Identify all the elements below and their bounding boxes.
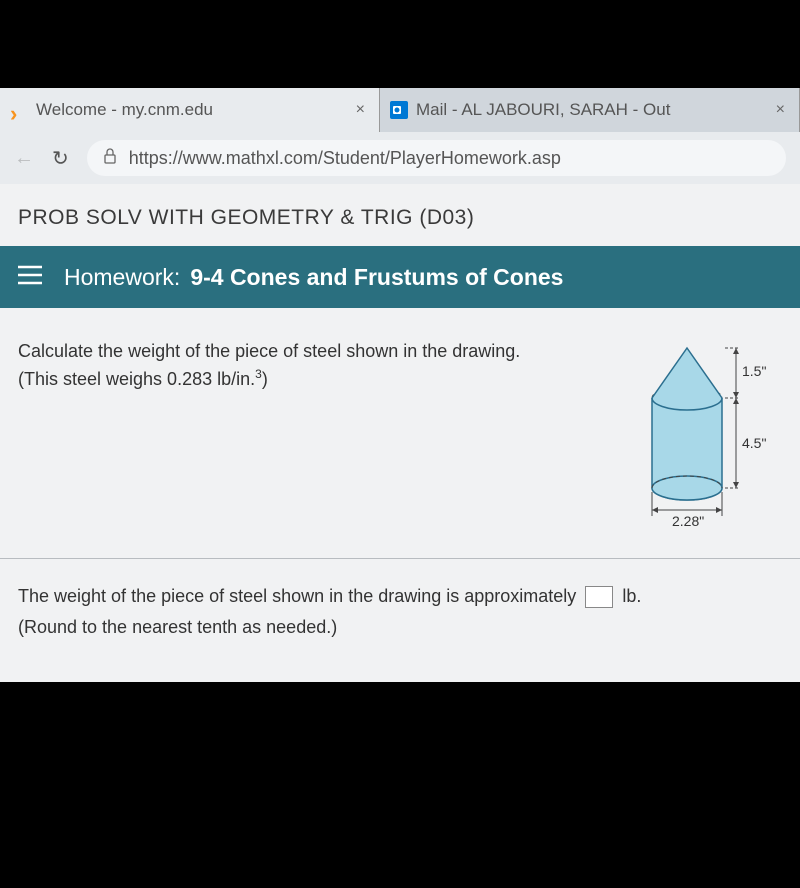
cyl-height-label: 4.5": [742, 435, 766, 451]
tab-mail[interactable]: Mail - AL JABOURI, SARAH - Out ×: [380, 88, 800, 132]
tab-welcome[interactable]: › Welcome - my.cnm.edu ×: [0, 88, 380, 132]
homework-label: Homework:: [64, 264, 180, 291]
lock-icon: [103, 148, 117, 169]
address-bar[interactable]: https://www.mathxl.com/Student/PlayerHom…: [87, 140, 786, 176]
breadcrumb[interactable]: PROB SOLV WITH GEOMETRY & TRIG (D03): [0, 184, 800, 246]
problem-text: Calculate the weight of the piece of ste…: [18, 338, 622, 528]
problem-area: Calculate the weight of the piece of ste…: [0, 308, 800, 548]
refresh-icon[interactable]: ↻: [52, 146, 69, 171]
answer-input[interactable]: [585, 586, 613, 608]
menu-icon[interactable]: [18, 264, 42, 291]
cone-height-label: 1.5": [742, 363, 766, 379]
steel-figure: 1.5" 4.5" 2.28": [632, 338, 782, 528]
answer-text: The weight of the piece of steel shown i…: [18, 586, 576, 606]
problem-line1: Calculate the weight of the piece of ste…: [18, 338, 622, 365]
problem-line2: (This steel weighs 0.283 lb/in.3): [18, 365, 622, 393]
tab-title: Mail - AL JABOURI, SARAH - Out: [416, 100, 670, 120]
homework-bar: Homework: 9-4 Cones and Frustums of Cone…: [0, 246, 800, 308]
browser-chrome: › Welcome - my.cnm.edu × Mail - AL JABOU…: [0, 88, 800, 184]
answer-unit: lb.: [622, 586, 641, 606]
page-content: PROB SOLV WITH GEOMETRY & TRIG (D03) Hom…: [0, 184, 800, 682]
answer-area: The weight of the piece of steel shown i…: [0, 559, 800, 682]
answer-hint: (Round to the nearest tenth as needed.): [18, 617, 337, 637]
favicon-cnm: ›: [10, 101, 28, 119]
close-icon[interactable]: ×: [772, 101, 789, 119]
tabs-row: › Welcome - my.cnm.edu × Mail - AL JABOU…: [0, 88, 800, 132]
favicon-outlook: [390, 101, 408, 119]
url-text: https://www.mathxl.com/Student/PlayerHom…: [129, 148, 561, 169]
back-icon[interactable]: ←: [14, 147, 34, 170]
tab-title: Welcome - my.cnm.edu: [36, 100, 213, 120]
homework-title: 9-4 Cones and Frustums of Cones: [190, 264, 563, 291]
close-icon[interactable]: ×: [352, 101, 369, 119]
diameter-label: 2.28": [672, 513, 704, 528]
address-row: ← ↻ https://www.mathxl.com/Student/Playe…: [0, 132, 800, 184]
